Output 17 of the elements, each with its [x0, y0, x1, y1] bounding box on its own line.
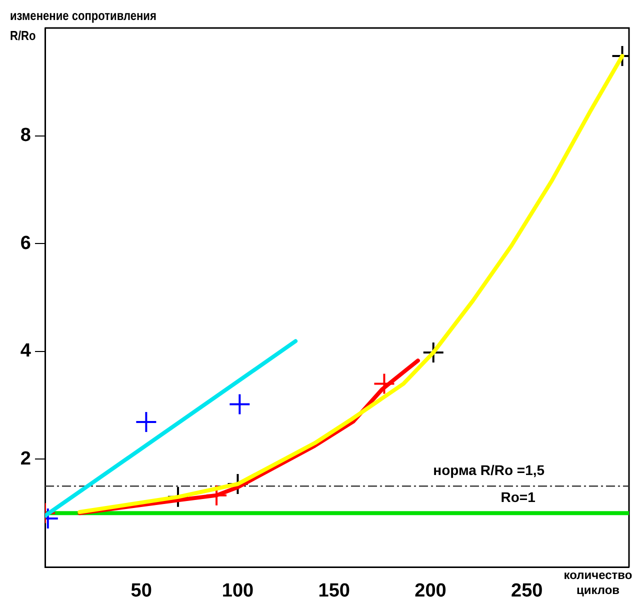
point	[373, 372, 396, 395]
x-tick-label: 150	[318, 580, 350, 601]
y-tick-label: 6	[20, 232, 31, 254]
point	[422, 341, 444, 364]
point	[135, 411, 158, 434]
y-tick-label: 4	[20, 340, 32, 362]
ref-line-label: Ro=1	[500, 488, 536, 505]
x-tick-label: 100	[222, 580, 254, 601]
ref-line-label: норма R/Ro =1,5	[433, 462, 545, 478]
x-tick-label: 200	[414, 580, 446, 601]
x-tick-label: 250	[510, 580, 543, 601]
x-axis-title: количество циклов	[562, 568, 634, 598]
y-axis-title: изменение сопротивления R/Ro	[10, 7, 158, 45]
x-tick-label: 50	[130, 580, 152, 601]
point	[228, 393, 251, 416]
y-tick-label: 2	[20, 448, 31, 470]
y-tick-label: 8	[20, 125, 31, 146]
